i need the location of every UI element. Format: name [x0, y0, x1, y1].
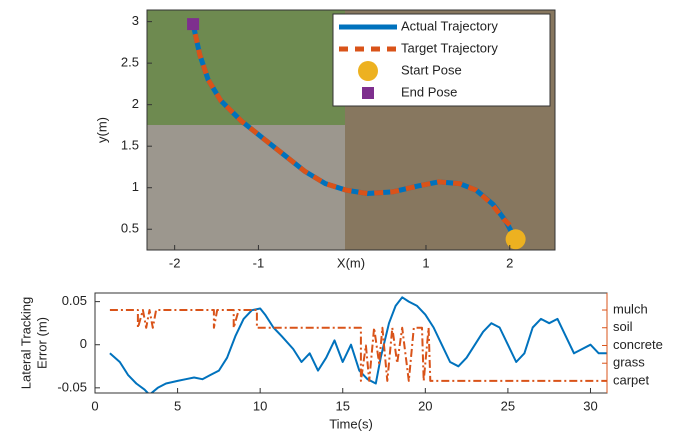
x-tick-label: 15 [336, 398, 350, 413]
x-tick-label: 1 [422, 255, 429, 270]
legend-label: Start Pose [401, 62, 462, 77]
y2-tick-label: concrete [613, 337, 663, 352]
legend-label: End Pose [401, 84, 457, 99]
x-tick-label: -2 [169, 255, 181, 270]
axes-frame [94, 292, 608, 394]
legend-label: Actual Trajectory [401, 18, 498, 33]
x-tick-label: 25 [501, 398, 515, 413]
series-line [109, 296, 607, 393]
y-tick-label: 1 [132, 179, 139, 194]
x-tick-label: 0 [91, 398, 98, 413]
y2-tick-label: grass [613, 355, 645, 370]
x-axis-label: X(m) [337, 255, 365, 270]
x-tick-label: 10 [253, 398, 267, 413]
pose-marker [505, 229, 526, 250]
y-tick-label: 2.5 [121, 55, 139, 70]
axes-frame [146, 9, 556, 251]
legend-label: Target Trajectory [401, 40, 498, 55]
legend-swatch [358, 61, 378, 81]
plot-area [187, 18, 526, 250]
x-tick-label: 20 [418, 398, 432, 413]
pose-marker [187, 18, 200, 31]
y2-tick-label: mulch [613, 301, 648, 316]
y-tick-label: 1.5 [121, 138, 139, 153]
y-tick-label: -0.05 [57, 379, 87, 394]
y2-tick-label: carpet [613, 372, 650, 387]
y-tick-label: 0 [80, 336, 87, 351]
y-axis-label: Lateral Tracking [18, 297, 33, 390]
y-tick-label: 0.05 [62, 293, 87, 308]
x-tick-label: 30 [583, 398, 597, 413]
y-tick-label: 3 [132, 13, 139, 28]
plot-area [109, 296, 607, 393]
x-tick-label: 2 [506, 255, 513, 270]
x-axis-label: Time(s) [329, 416, 373, 431]
x-tick-label: 5 [174, 398, 181, 413]
y-axis-label: Error (m) [34, 317, 49, 369]
legend-swatch [362, 87, 374, 99]
series-line [190, 23, 512, 227]
x-tick-label: -1 [253, 255, 265, 270]
y-tick-label: 0.5 [121, 221, 139, 236]
y2-tick-label: soil [613, 319, 633, 334]
series-line [109, 309, 607, 382]
y-axis-label: y(m) [94, 117, 109, 143]
y-tick-label: 2 [132, 96, 139, 111]
